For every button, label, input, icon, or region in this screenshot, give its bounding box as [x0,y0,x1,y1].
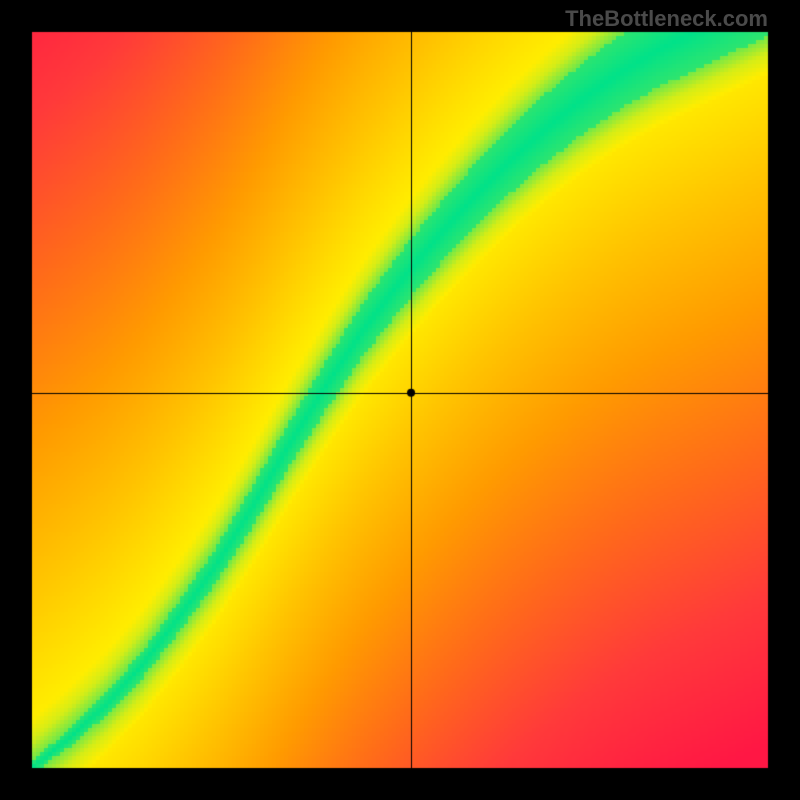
watermark-text: TheBottleneck.com [565,6,768,32]
bottleneck-heatmap [0,0,800,800]
chart-container: TheBottleneck.com [0,0,800,800]
